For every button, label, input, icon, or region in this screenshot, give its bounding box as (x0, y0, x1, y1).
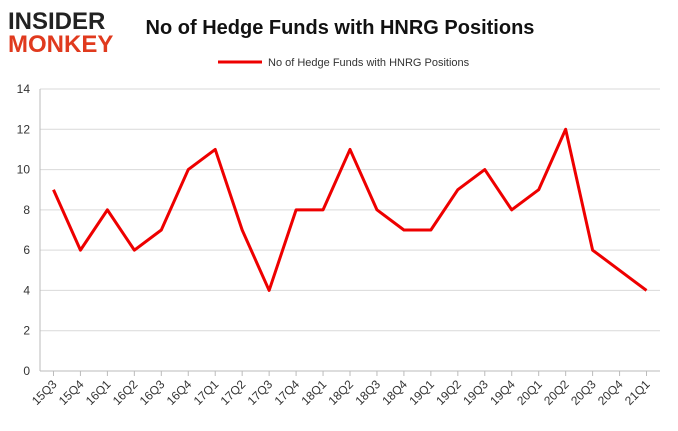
x-tick-label: 19Q3 (460, 377, 491, 408)
x-tick-label: 19Q1 (406, 377, 437, 408)
chart-title: No of Hedge Funds with HNRG Positions (146, 17, 535, 39)
x-tick-label: 18Q2 (325, 377, 356, 408)
y-tick-label: 14 (17, 82, 31, 96)
y-tick-label: 10 (17, 163, 31, 177)
x-tick-label: 18Q4 (379, 377, 410, 408)
y-tick-label: 2 (23, 324, 30, 338)
x-tick-label: 16Q2 (110, 377, 141, 408)
x-tick-label: 17Q3 (245, 377, 276, 408)
y-tick-label: 6 (23, 243, 30, 257)
x-tick-label: 16Q4 (164, 377, 195, 408)
y-tick-label: 0 (23, 364, 30, 378)
x-tick-label: 17Q4 (272, 377, 303, 408)
logo-line-2: MONKEY (8, 31, 113, 58)
logo-line-1: INSIDER (8, 8, 105, 35)
y-tick-label: 4 (23, 283, 30, 297)
x-tick-label: 17Q2 (218, 377, 249, 408)
data-line (52, 127, 648, 292)
x-tick-label: 18Q1 (299, 377, 330, 408)
x-tick-label: 16Q1 (83, 377, 114, 408)
x-tick-label: 16Q3 (137, 377, 168, 408)
x-tick-label: 19Q4 (487, 377, 518, 408)
y-tick-label: 8 (23, 203, 30, 217)
x-tick-label: 20Q3 (568, 377, 599, 408)
y-tick-label: 12 (17, 122, 31, 136)
x-tick-label: 17Q1 (191, 377, 222, 408)
x-tick-label: 15Q3 (29, 377, 60, 408)
x-tick-label: 19Q2 (433, 377, 464, 408)
x-tick-label: 20Q1 (514, 377, 545, 408)
x-tick-label: 15Q4 (56, 377, 87, 408)
x-tick-label: 20Q2 (541, 377, 572, 408)
legend-label: No of Hedge Funds with HNRG Positions (268, 57, 470, 69)
x-tick-label: 18Q3 (352, 377, 383, 408)
x-tick-label: 20Q4 (595, 377, 626, 408)
x-tick-label: 21Q1 (622, 377, 653, 408)
